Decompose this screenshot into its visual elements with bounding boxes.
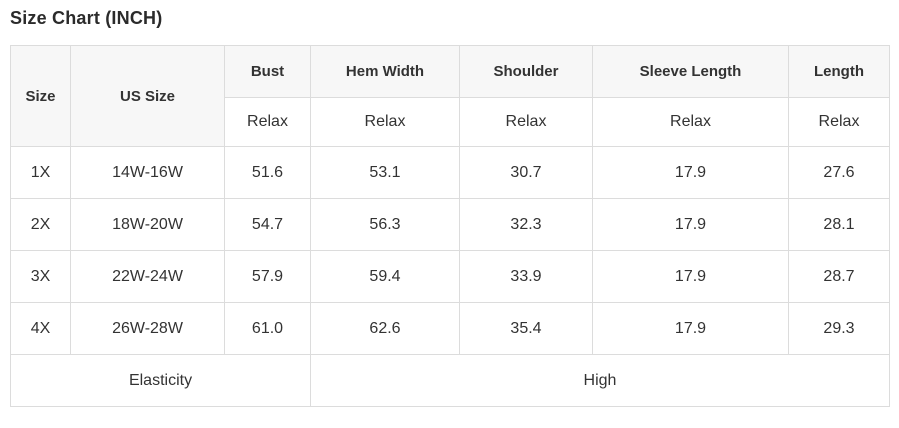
header-row-main: Size US Size Bust Hem Width Shoulder Sle… [10,45,890,147]
subheader-length-relax: Relax [788,97,890,147]
cell-us-size: 18W-20W [70,198,225,251]
cell-shoulder: 35.4 [459,302,593,355]
table-body: 1X 14W-16W 51.6 53.1 30.7 17.9 27.6 2X 18W-20W 54… [10,146,890,355]
cell-us-size: 22W-24W [70,250,225,303]
column-header-bust: Bust [224,45,311,98]
cell-bust: 51.6 [224,146,311,199]
table-footer: Elasticity High [10,354,890,407]
cell-size: 4X [10,302,71,355]
cell-length: 28.7 [788,250,890,303]
size-chart-page: Size Chart (INCH) Size US Size Bust Hem … [10,8,890,407]
subheader-sleeve-length-relax: Relax [592,97,789,147]
column-header-sleeve-length: Sleeve Length [592,45,789,98]
table-row: 2X 18W-20W 54.7 56.3 32.3 17.9 28.1 [10,198,890,251]
column-header-length: Length [788,45,890,98]
subheader-bust-relax: Relax [224,97,311,147]
table-row: 3X 22W-24W 57.9 59.4 33.9 17.9 28.7 [10,250,890,303]
elasticity-label: Elasticity [10,354,311,407]
subheader-hem-width-relax: Relax [310,97,460,147]
cell-size: 1X [10,146,71,199]
cell-sleeve-length: 17.9 [592,146,789,199]
table-row: 4X 26W-28W 61.0 62.6 35.4 17.9 29.3 [10,302,890,355]
cell-hem-width: 53.1 [310,146,460,199]
subheader-shoulder-relax: Relax [459,97,593,147]
page-title: Size Chart (INCH) [10,8,163,28]
cell-shoulder: 32.3 [459,198,593,251]
elasticity-value: High [310,354,890,407]
cell-us-size: 26W-28W [70,302,225,355]
cell-size: 3X [10,250,71,303]
cell-shoulder: 33.9 [459,250,593,303]
column-header-us-size: US Size [70,45,225,147]
cell-us-size: 14W-16W [70,146,225,199]
size-chart-table: Size US Size Bust Hem Width Shoulder Sle… [10,45,890,407]
cell-size: 2X [10,198,71,251]
cell-hem-width: 56.3 [310,198,460,251]
cell-length: 28.1 [788,198,890,251]
column-header-hem-width: Hem Width [310,45,460,98]
cell-hem-width: 59.4 [310,250,460,303]
cell-bust: 54.7 [224,198,311,251]
cell-sleeve-length: 17.9 [592,198,789,251]
cell-sleeve-length: 17.9 [592,250,789,303]
cell-length: 29.3 [788,302,890,355]
cell-bust: 57.9 [224,250,311,303]
header-row-sub: Relax Relax Relax Relax Relax [11,97,890,147]
cell-length: 27.6 [788,146,890,199]
cell-sleeve-length: 17.9 [592,302,789,355]
table-row: 1X 14W-16W 51.6 53.1 30.7 17.9 27.6 [10,146,890,199]
cell-hem-width: 62.6 [310,302,460,355]
cell-bust: 61.0 [224,302,311,355]
column-header-size: Size [10,45,71,147]
cell-shoulder: 30.7 [459,146,593,199]
footer-row: Elasticity High [10,354,890,407]
table-header: Size US Size Bust Hem Width Shoulder Sle… [10,45,890,147]
column-header-shoulder: Shoulder [459,45,593,98]
